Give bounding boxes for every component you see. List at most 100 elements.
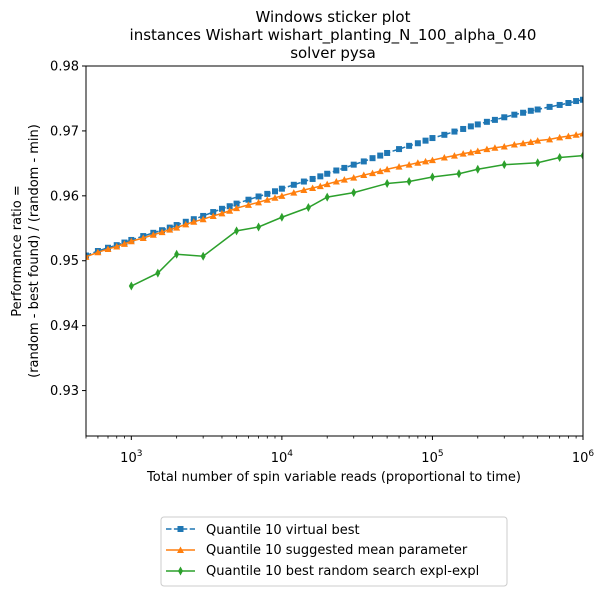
chart-title-line-1: Windows sticker plot [256, 8, 411, 26]
data-point [233, 204, 241, 212]
data-point [483, 145, 491, 153]
y-axis-label-line-2: (random - best found) / (random - min) [27, 124, 42, 378]
data-point [149, 231, 157, 238]
data-point [271, 194, 279, 201]
y-tick-label: 0.98 [50, 60, 79, 75]
data-point [234, 226, 240, 236]
data-point [406, 177, 412, 187]
data-point [332, 178, 340, 185]
data-point [527, 107, 534, 114]
data-point [565, 100, 572, 106]
data-point [456, 169, 462, 179]
data-point [209, 212, 217, 219]
data-point [467, 148, 475, 156]
data-point [199, 215, 207, 223]
data-point [200, 251, 206, 261]
data-point [384, 178, 390, 188]
data-point [127, 237, 135, 245]
x-tick-label: 104 [271, 449, 294, 466]
data-point [556, 133, 564, 141]
data-point [369, 169, 377, 177]
data-point [271, 188, 278, 195]
data-point [527, 138, 535, 145]
data-point [510, 141, 518, 148]
data-point [520, 109, 527, 116]
chart-title-line-3: solver pysa [290, 44, 376, 62]
y-tick-label: 0.97 [50, 124, 79, 139]
data-point [396, 146, 403, 153]
data-point [429, 135, 436, 142]
data-point [546, 103, 553, 110]
data-point [278, 192, 286, 199]
data-point [422, 137, 429, 144]
data-point [501, 114, 508, 121]
data-point [474, 121, 481, 128]
data-point [384, 149, 391, 156]
x-axis-label: Total number of spin variable reads (pro… [146, 470, 521, 485]
data-point [158, 228, 166, 236]
data-point [94, 248, 102, 256]
data-point [309, 184, 317, 192]
legend-marker-random-search [178, 566, 183, 576]
data-point [155, 268, 161, 278]
x-axis: 103 104 105 106 [85, 436, 595, 466]
data-point [474, 147, 482, 155]
y-axis-label-line-1: Performance ratio = [10, 185, 25, 317]
data-point [491, 144, 499, 151]
legend-entry-random-search: Quantile 10 best random search expl-expl [166, 564, 479, 579]
data-point [519, 139, 527, 147]
data-point [218, 209, 226, 217]
data-point [451, 128, 458, 135]
legend-entry-suggested-mean: Quantile 10 suggested mean parameter [166, 543, 468, 558]
data-point [174, 249, 180, 259]
data-point [500, 142, 508, 150]
legend: Quantile 10 virtual best Quantile 10 sug… [160, 516, 508, 587]
data-point [244, 201, 252, 208]
data-point [429, 172, 435, 182]
data-point [104, 245, 112, 253]
data-point [182, 220, 190, 228]
data-point [557, 153, 563, 163]
data-point [395, 163, 403, 170]
data-point [377, 152, 384, 159]
data-point [113, 242, 121, 250]
legend-marker-suggested-mean [177, 546, 184, 553]
data-point [341, 164, 348, 171]
x-tick-label: 106 [572, 449, 595, 466]
series-layer [86, 96, 583, 291]
data-point [376, 167, 384, 175]
data-point [324, 170, 331, 177]
data-point [573, 98, 580, 105]
data-point [255, 193, 262, 200]
data-point [300, 178, 307, 185]
data-point [218, 205, 225, 212]
data-point [450, 152, 458, 159]
data-point [166, 226, 174, 233]
data-point [414, 140, 421, 147]
legend-marker-virtual-best [177, 526, 184, 532]
data-point [534, 137, 542, 144]
data-point [369, 155, 376, 162]
data-point [350, 161, 357, 168]
data-point [120, 240, 128, 247]
data-point [316, 182, 324, 190]
data-point [333, 167, 340, 174]
data-point [305, 203, 311, 213]
data-point [414, 159, 422, 166]
data-point [324, 192, 330, 202]
data-point [323, 180, 331, 188]
data-point [483, 118, 490, 125]
data-point [350, 174, 358, 181]
data-point [564, 132, 572, 140]
data-point [279, 212, 285, 222]
data-point [360, 158, 367, 165]
data-point [501, 160, 507, 170]
y-tick-label: 0.95 [50, 254, 79, 269]
data-point [580, 151, 583, 161]
data-point [317, 173, 324, 180]
data-point [579, 130, 583, 137]
data-point [475, 164, 481, 174]
data-point [572, 131, 580, 138]
chart-title: Windows sticker plot instances Wishart w… [130, 8, 537, 62]
